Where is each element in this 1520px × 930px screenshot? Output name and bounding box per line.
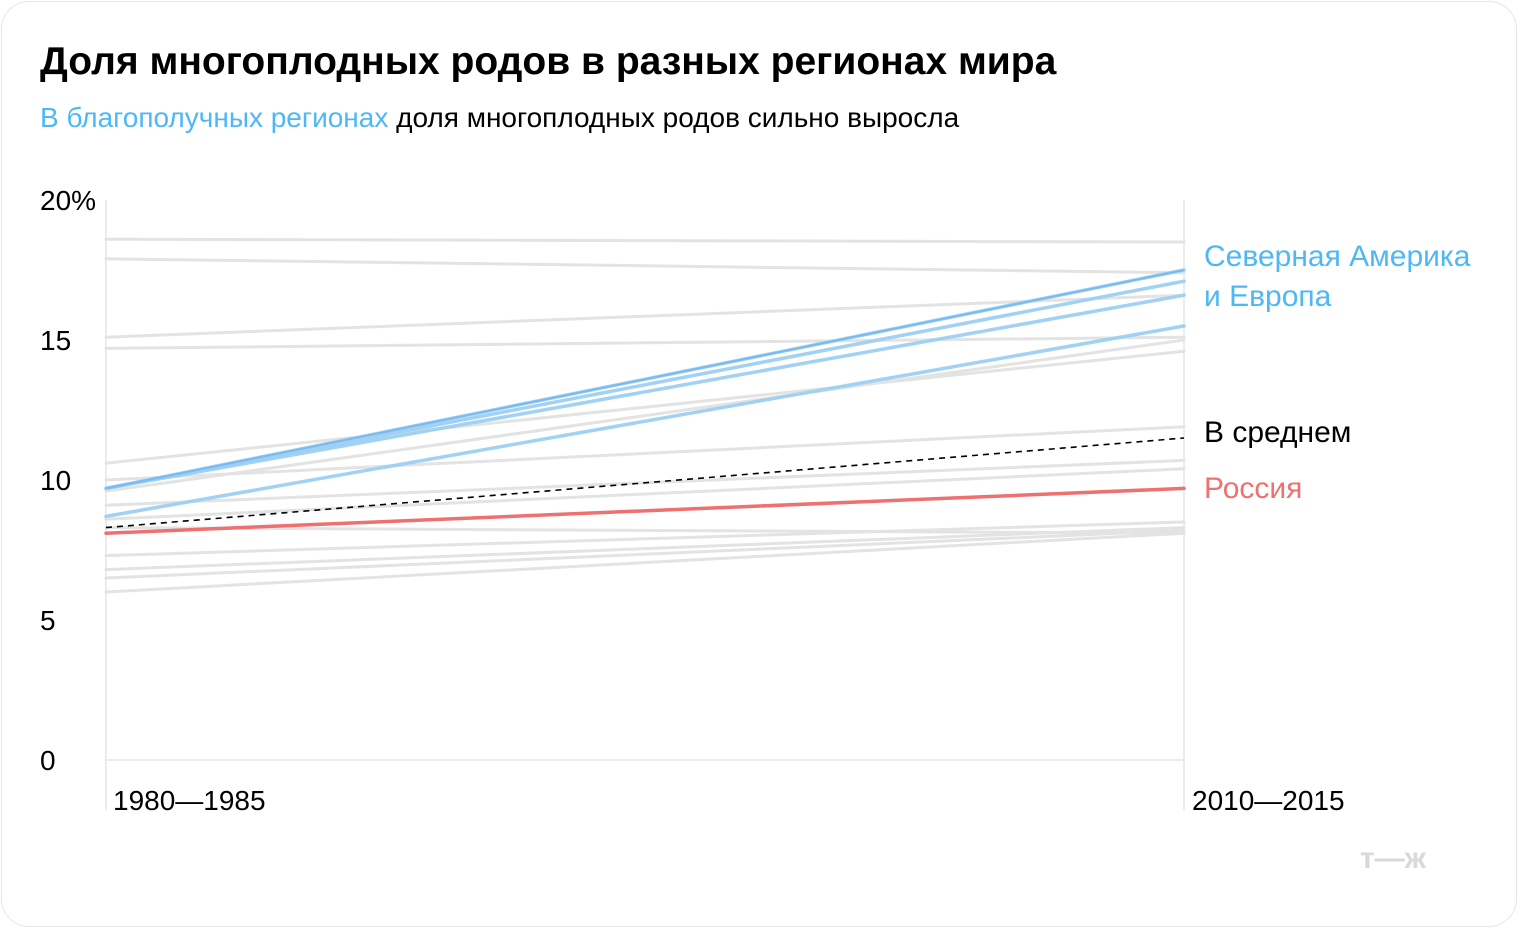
x-tick-label: 1980—1985 [113,785,266,816]
subtitle-highlight: В благополучных регионах [40,102,389,133]
series-line-europe [104,293,1186,491]
chart-title: Доля многоплодных родов в разных региона… [40,40,1057,83]
brand-logo-text: т—ж [1360,846,1427,872]
series-lines [104,237,1186,594]
series-line-average [105,437,1185,529]
europe-label-line1: Северная Америка [1204,240,1471,273]
series-line-europe [104,279,1186,491]
russia-label: Россия [1204,472,1302,505]
x-tick-label: 2010—2015 [1192,785,1345,816]
series-line-europe-overlap [105,269,1185,490]
series-line-other [104,349,1186,465]
series-line-other [104,528,1186,580]
series-line-other [104,531,1186,594]
series-line-other [104,293,1186,339]
y-tick-label: 15 [40,325,71,356]
series-line-other [104,526,1186,572]
brand-logo: т—ж [1360,846,1427,872]
series-line-other [104,526,1186,535]
y-tick-label: 10 [40,465,71,496]
chart-subtitle: В благополучных регионах доля многоплодн… [40,102,959,134]
series-line-other [104,425,1186,482]
series-line-other [104,467,1186,521]
series-line-other [104,237,1186,244]
series-line-other [104,338,1186,493]
y-tick-label: 0 [40,745,56,776]
series-line-russia [104,486,1186,535]
series-line-europe [104,324,1186,519]
subtitle-rest: доля многоплодных родов сильно выросла [388,102,960,133]
y-tick-label: 20% [40,185,96,216]
series-line-other [104,257,1186,275]
series-line-other [104,335,1186,350]
y-tick-label: 5 [40,605,56,636]
chart-labels: Северная Америка и Европа В среднем Россия [1204,240,1471,505]
europe-label-line2: и Европа [1204,280,1332,313]
average-label: В среднем [1204,416,1351,449]
series-line-other [104,520,1186,558]
